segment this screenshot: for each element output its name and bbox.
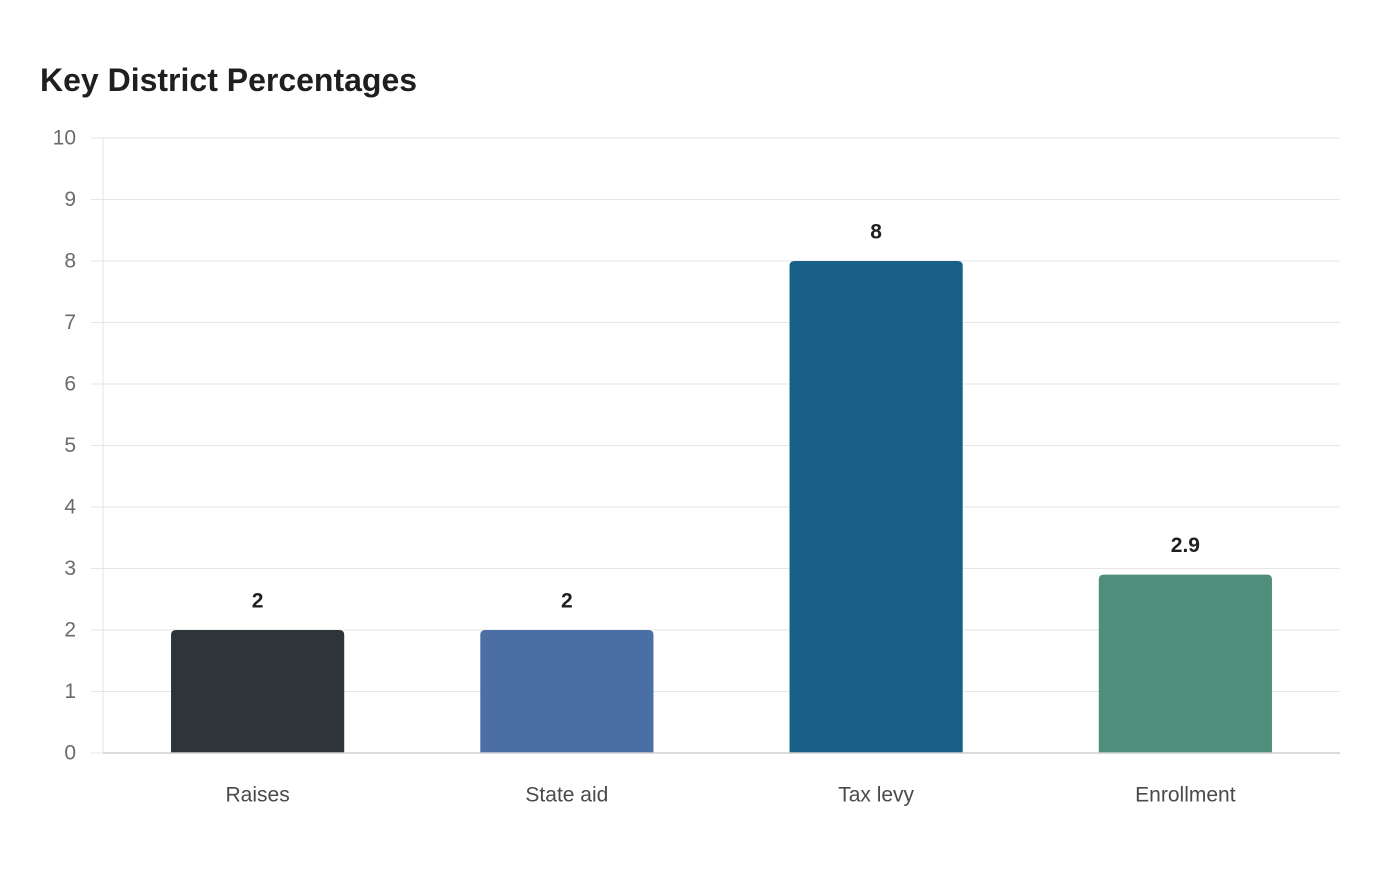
y-tick-label: 1	[64, 680, 76, 703]
y-tick-label: 3	[64, 557, 76, 580]
y-tick-label: 5	[64, 434, 76, 457]
bar-tax-levy	[789, 261, 963, 753]
data-label: 8	[870, 221, 882, 244]
x-tick-label: Enrollment	[1135, 784, 1236, 807]
chart-title: Key District Percentages	[40, 62, 418, 98]
bar-enrollment	[1098, 574, 1272, 753]
bar-raises	[171, 630, 345, 753]
y-tick-label: 9	[64, 188, 76, 211]
x-tick-label: Tax levy	[838, 784, 914, 807]
bar-state-aid	[480, 630, 654, 753]
y-tick-label: 8	[64, 250, 76, 273]
y-tick-label: 2	[64, 619, 76, 642]
y-tick-label: 4	[64, 496, 76, 519]
data-label: 2	[252, 590, 264, 613]
y-tick-label: 0	[64, 742, 76, 765]
data-label: 2.9	[1171, 534, 1200, 557]
x-tick-label: Raises	[226, 784, 290, 807]
y-tick-label: 10	[53, 127, 76, 150]
data-label: 2	[561, 590, 573, 613]
y-tick-label: 7	[64, 311, 76, 334]
x-tick-label: State aid	[525, 784, 608, 807]
y-tick-label: 6	[64, 373, 76, 396]
